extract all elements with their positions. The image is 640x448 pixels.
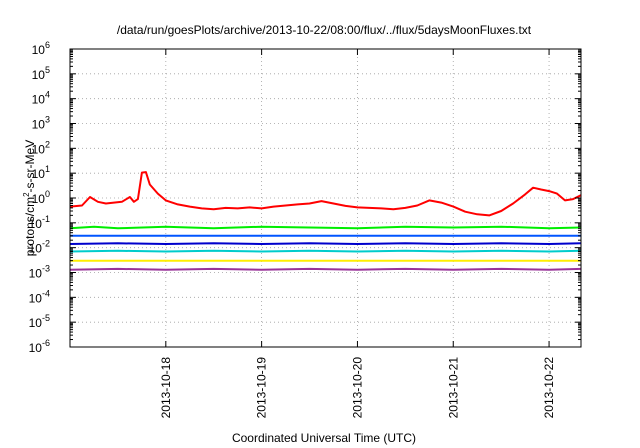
y-tick-label: 10-5 bbox=[29, 313, 50, 330]
x-tick-label: 2013-10-18 bbox=[159, 357, 173, 419]
y-tick-label: 102 bbox=[32, 139, 50, 156]
x-tick-labels: 2013-10-18 2013-10-19 2013-10-20 2013-10-21… bbox=[159, 357, 556, 419]
y-tick-label: 10-2 bbox=[29, 239, 50, 256]
y-tick-label: 101 bbox=[32, 164, 50, 181]
series-line-4 bbox=[69, 242, 582, 245]
y-tick-labels: 10-6 10-5 10-4 10-3 10-2 10-1 100 101 102 103 104 1… bbox=[29, 40, 50, 355]
series-line-2 bbox=[69, 225, 582, 230]
series-layer bbox=[69, 171, 582, 271]
x-tick-label: 2013-10-22 bbox=[542, 357, 556, 419]
grid bbox=[70, 49, 581, 347]
axes bbox=[69, 48, 582, 348]
chart-title: /data/run/goesPlots/archive/2013-10-22/0… bbox=[117, 23, 532, 37]
x-tick-label: 2013-10-19 bbox=[255, 357, 269, 419]
y-tick-label: 10-4 bbox=[29, 288, 50, 305]
y-tick-label: 106 bbox=[32, 40, 50, 57]
y-tick-label: 10-6 bbox=[29, 338, 50, 355]
series-line-5 bbox=[69, 249, 582, 253]
y-tick-label: 105 bbox=[32, 65, 50, 82]
x-tick-label: 2013-10-20 bbox=[350, 357, 364, 419]
svg-text:protons/cm2-s-sr-MeV: protons/cm2-s-sr-MeV bbox=[22, 140, 37, 256]
y-tick-label: 10-1 bbox=[29, 214, 50, 231]
series-line-1 bbox=[69, 171, 582, 217]
y-tick-label: 103 bbox=[32, 115, 50, 132]
y-tick-label: 10-3 bbox=[29, 264, 50, 281]
y-tick-label: 104 bbox=[32, 90, 50, 107]
x-axis-label: Coordinated Universal Time (UTC) bbox=[232, 431, 416, 445]
y-axis-label-sup: 2 bbox=[22, 192, 31, 197]
y-axis-label: protons/cm2-s-sr-MeV bbox=[22, 140, 37, 256]
plot-frame bbox=[69, 48, 582, 348]
y-axis-label-base: protons/cm bbox=[23, 197, 37, 256]
y-axis-label-rest: -s-sr-MeV bbox=[23, 140, 37, 193]
y-tick-label: 100 bbox=[32, 189, 50, 206]
x-tick-label: 2013-10-21 bbox=[446, 357, 460, 419]
series-line-7 bbox=[69, 267, 582, 271]
